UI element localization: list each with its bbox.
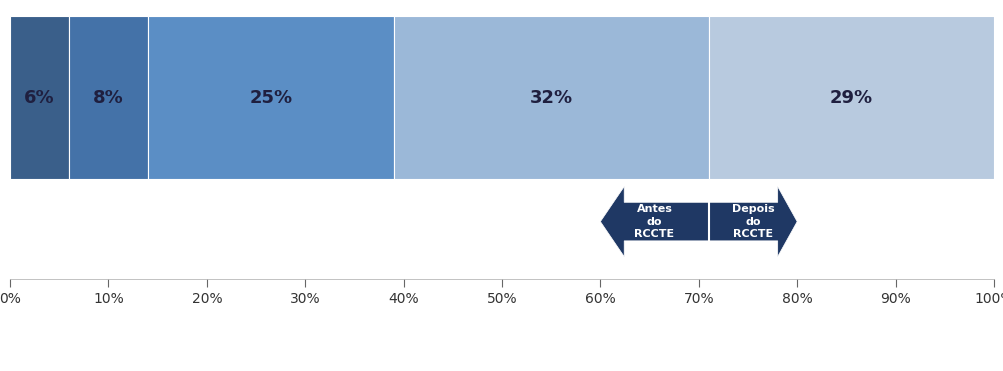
Text: 6%: 6% bbox=[24, 89, 55, 106]
Text: 32%: 32% bbox=[530, 89, 572, 106]
Bar bbox=[393, 16, 708, 179]
Text: Antes
do
RCCTE: Antes do RCCTE bbox=[634, 204, 674, 239]
Bar bbox=[147, 16, 393, 179]
Polygon shape bbox=[708, 187, 796, 257]
Bar bbox=[10, 16, 69, 179]
Text: 8%: 8% bbox=[93, 89, 123, 106]
Text: 29%: 29% bbox=[828, 89, 872, 106]
Bar bbox=[69, 16, 147, 179]
Text: Depois
do
RCCTE: Depois do RCCTE bbox=[731, 204, 773, 239]
Text: 25%: 25% bbox=[249, 89, 292, 106]
Bar bbox=[708, 16, 993, 179]
Polygon shape bbox=[600, 187, 708, 257]
